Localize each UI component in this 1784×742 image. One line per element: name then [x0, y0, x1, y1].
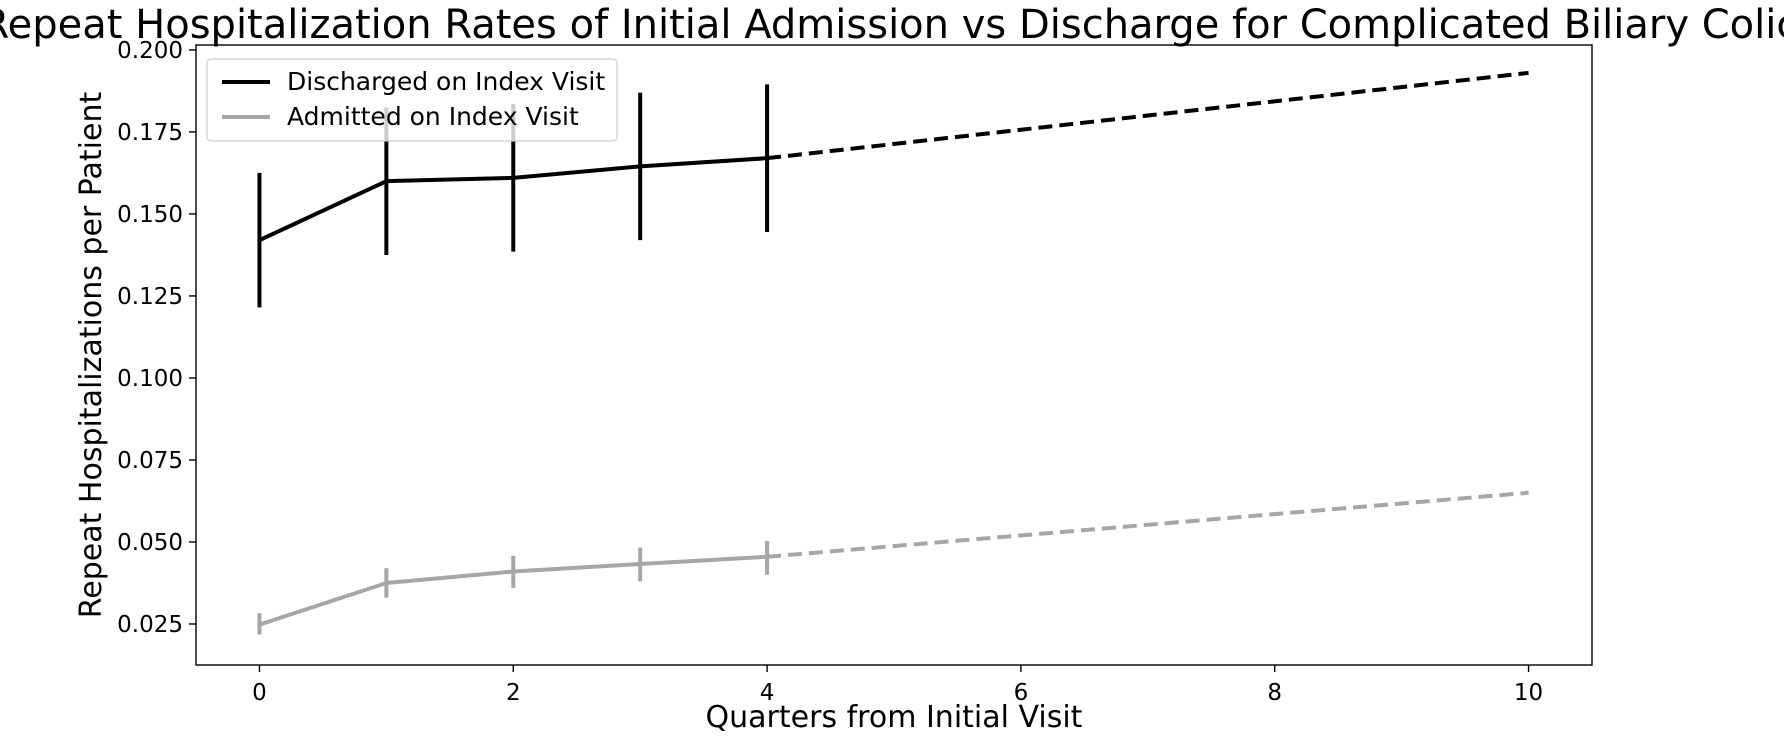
- x-tick-label: 4: [760, 680, 775, 706]
- series-1: [257, 490, 1529, 635]
- projected-line: [766, 70, 1529, 161]
- y-axis: 0.025 0.050 0.075 0.100 0.125 0.150 0.175 0.200: [117, 38, 196, 638]
- x-tick-label: 6: [1014, 680, 1029, 706]
- y-tick-label: 0.075: [117, 448, 183, 474]
- legend-label-admitted: Admitted on Index Visit: [287, 102, 579, 131]
- chart-title: Repeat Hospitalization Rates of Initial …: [0, 2, 1784, 48]
- projected-line: [766, 490, 1529, 559]
- x-tick-label: 10: [1514, 680, 1543, 706]
- plot-area-frame: [195, 44, 1593, 666]
- y-tick-label: 0.025: [117, 612, 183, 638]
- x-axis: 0 2 4 6 8 10: [252, 665, 1543, 706]
- legend-frame: [206, 58, 618, 142]
- y-tick-label: 0.100: [117, 366, 183, 392]
- y-tick-label: 0.175: [117, 120, 183, 146]
- x-axis-label: Quarters from Initial Visit: [706, 700, 1083, 735]
- y-tick-label: 0.200: [117, 38, 183, 64]
- x-tick-label: 8: [1267, 680, 1282, 706]
- x-tick-label: 0: [252, 680, 267, 706]
- observed-line: [258, 554, 768, 627]
- series-layer: [257, 70, 1529, 635]
- y-axis-label: Repeat Hospitalizations per Patient: [74, 92, 109, 619]
- legend: Discharged on Index Visit Admitted on In…: [206, 58, 618, 142]
- x-tick-label: 2: [506, 680, 521, 706]
- y-tick-label: 0.150: [117, 202, 183, 228]
- y-tick-label: 0.050: [117, 530, 183, 556]
- y-tick-label: 0.125: [117, 284, 183, 310]
- legend-label-discharged: Discharged on Index Visit: [287, 67, 605, 96]
- observed-line: [258, 156, 768, 242]
